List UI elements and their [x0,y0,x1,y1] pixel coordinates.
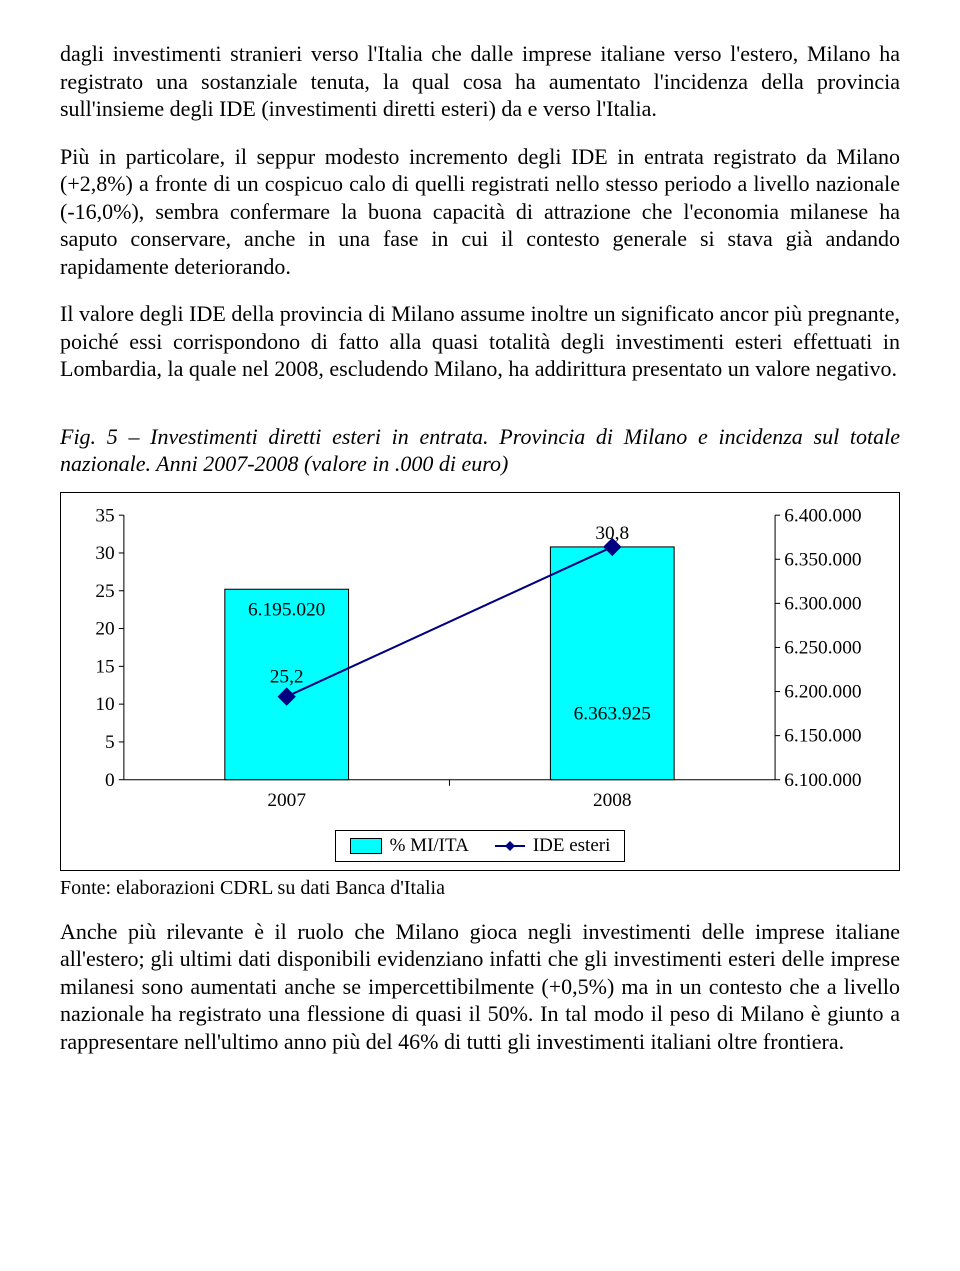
svg-text:30: 30 [95,543,114,564]
svg-text:2007: 2007 [267,790,306,811]
chart-plot-area: 0 5 10 15 20 25 30 35 6.100.000 6.150.000 6.200.00… [73,505,887,820]
svg-text:2008: 2008 [593,790,632,811]
chart-container: 0 5 10 15 20 25 30 35 6.100.000 6.150.000 6.200.00… [60,492,900,871]
svg-text:6.100.000: 6.100.000 [784,769,861,790]
svg-text:35: 35 [95,505,114,526]
svg-text:0: 0 [105,769,115,790]
svg-text:5: 5 [105,732,115,753]
paragraph-4: Anche più rilevante è il ruolo che Milan… [60,918,900,1056]
page: dagli investimenti stranieri verso l'Ita… [0,0,960,1135]
svg-text:25: 25 [95,580,114,601]
chart-svg: 0 5 10 15 20 25 30 35 6.100.000 6.150.000 6.200.00… [73,505,887,820]
svg-text:30,8: 30,8 [595,522,629,543]
svg-text:25,2: 25,2 [270,666,304,687]
figure-caption: Fig. 5 – Investimenti diretti esteri in … [60,423,900,478]
svg-text:6.150.000: 6.150.000 [784,725,861,746]
legend-row: % MI/ITA IDE esteri [73,830,887,862]
legend-box: % MI/ITA IDE esteri [335,830,626,862]
svg-text:10: 10 [95,694,114,715]
paragraph-3: Il valore degli IDE della provincia di M… [60,300,900,383]
source-line: Fonte: elaborazioni CDRL su dati Banca d… [60,877,900,900]
svg-text:6.195.020: 6.195.020 [248,599,325,620]
legend-label-line: IDE esteri [533,835,611,857]
legend-swatch-line-icon [495,839,525,853]
svg-text:15: 15 [95,656,114,677]
legend-swatch-bar-icon [350,838,382,854]
svg-text:6.400.000: 6.400.000 [784,505,861,526]
svg-text:20: 20 [95,618,114,639]
legend-item-line: IDE esteri [495,835,611,857]
paragraph-2: Più in particolare, il seppur modesto in… [60,143,900,281]
svg-text:6.350.000: 6.350.000 [784,549,861,570]
legend-label-bar: % MI/ITA [390,835,469,857]
svg-text:6.250.000: 6.250.000 [784,637,861,658]
svg-text:6.200.000: 6.200.000 [784,681,861,702]
legend-item-bar: % MI/ITA [350,835,469,857]
svg-text:6.363.925: 6.363.925 [574,703,651,724]
paragraph-1: dagli investimenti stranieri verso l'Ita… [60,40,900,123]
svg-text:6.300.000: 6.300.000 [784,593,861,614]
